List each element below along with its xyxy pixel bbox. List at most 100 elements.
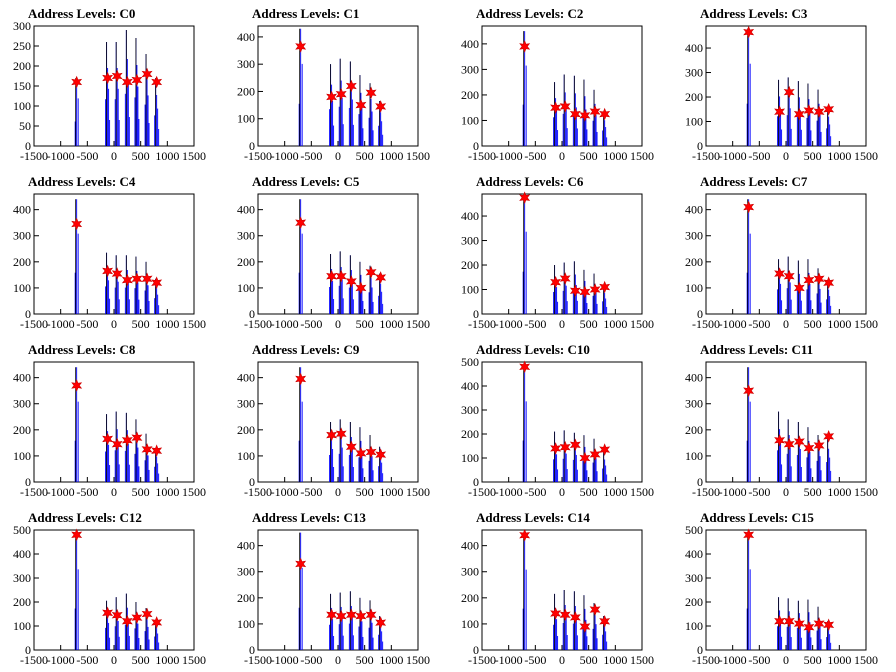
fit-marker (579, 620, 591, 633)
fit-marker (71, 75, 83, 89)
fit-marker (131, 272, 143, 286)
y-tick-label: 0 (25, 139, 31, 153)
x-tick-label: -1500 (20, 149, 48, 163)
fit-marker (783, 437, 795, 451)
fit-marker (141, 272, 153, 286)
fit-marker (793, 281, 805, 295)
y-tick-label: 500 (461, 355, 479, 369)
fit-marker (102, 432, 114, 446)
plot-frame (33, 25, 195, 147)
x-tick-label: -1000 (271, 149, 299, 163)
y-tick-label: 0 (473, 139, 479, 153)
plot-frame (705, 529, 867, 651)
x-tick-label: 1500 (406, 317, 430, 331)
x-tick-label: 0 (111, 149, 117, 163)
x-tick-label: -1000 (719, 653, 747, 667)
subplot-c7: Address Levels: C7 0 100 200 300 400 -1500-100… (685, 174, 878, 331)
fit-marker (335, 269, 347, 283)
fit-marker (803, 620, 815, 634)
y-tick-label: 400 (685, 203, 703, 217)
y-tick-label: 100 (461, 617, 479, 631)
fit-marker (813, 617, 825, 630)
y-tick-label: 200 (461, 591, 479, 605)
y-tick-label: 400 (685, 547, 703, 561)
fit-marker (326, 90, 338, 104)
fit-marker (121, 433, 133, 447)
x-tick-label: 500 (580, 317, 598, 331)
x-tick-label: 500 (580, 149, 598, 163)
x-tick-label: 1500 (854, 317, 878, 331)
fit-marker (783, 269, 795, 283)
fit-marker (519, 40, 531, 53)
x-tick-label: 0 (335, 653, 341, 667)
fit-marker (823, 618, 835, 632)
subplot-title: Address Levels: C2 (476, 6, 583, 21)
x-tick-label: 1500 (182, 653, 206, 667)
fit-marker (783, 85, 795, 99)
subplot-title: Address Levels: C9 (252, 342, 360, 357)
x-tick-label: 0 (111, 653, 117, 667)
x-tick-label: -1500 (244, 485, 272, 499)
y-tick-label: 200 (237, 423, 255, 437)
y-tick-label: 300 (461, 565, 479, 579)
x-tick-label: -500 (300, 485, 322, 499)
fit-marker (774, 433, 786, 447)
x-tick-label: 1000 (827, 653, 851, 667)
x-tick-label: -1500 (692, 485, 720, 499)
plot-frame (33, 193, 195, 315)
fit-marker (326, 269, 338, 283)
subplot-c11: Address Levels: C11 0 100 200 300 400 -1500-10… (685, 342, 878, 499)
subplot-c10: Address Levels: C10 0 100 200 300 400 500 -1500… (461, 342, 654, 499)
x-tick-label: -1000 (495, 485, 523, 499)
y-tick-label: 400 (461, 379, 479, 393)
y-tick-label: 0 (249, 643, 255, 657)
fit-marker (151, 75, 163, 89)
x-tick-label: 0 (559, 149, 565, 163)
y-tick-label: 200 (13, 595, 31, 609)
x-tick-label: 500 (804, 653, 822, 667)
fit-marker (569, 611, 581, 624)
x-tick-label: 500 (804, 149, 822, 163)
y-tick-label: 400 (13, 371, 31, 385)
fit-marker (151, 444, 163, 458)
x-tick-label: 0 (335, 317, 341, 331)
x-tick-label: 1500 (406, 485, 430, 499)
fit-marker (803, 441, 815, 455)
x-tick-label: 1500 (854, 485, 878, 499)
y-tick-label: 300 (685, 571, 703, 585)
fit-marker (589, 283, 601, 296)
fit-marker (111, 69, 123, 83)
y-tick-label: 0 (249, 475, 255, 489)
fit-marker (599, 443, 611, 456)
x-tick-label: 1000 (603, 485, 627, 499)
fit-marker (550, 607, 562, 620)
x-tick-label: 1500 (406, 149, 430, 163)
y-tick-label: 100 (13, 99, 31, 113)
y-tick-label: 400 (685, 41, 703, 55)
x-tick-label: -1000 (47, 149, 75, 163)
fit-marker (813, 272, 825, 286)
fit-marker (151, 276, 163, 290)
x-tick-label: -1000 (47, 317, 75, 331)
fit-marker (519, 360, 531, 374)
x-tick-label: -1500 (244, 149, 272, 163)
fit-marker (295, 40, 307, 53)
x-tick-label: -1500 (692, 317, 720, 331)
y-tick-label: 0 (697, 475, 703, 489)
subplot-c3: Address Levels: C3 0 100 200 300 400 -1500-100… (685, 6, 878, 163)
x-tick-label: -500 (524, 149, 546, 163)
y-tick-label: 100 (461, 283, 479, 297)
y-tick-label: 100 (13, 281, 31, 295)
subplot-title: Address Levels: C10 (476, 342, 590, 357)
plot-frame (705, 361, 867, 483)
subplot-c6: Address Levels: C6 0 100 200 300 400 -1500-100… (461, 174, 654, 331)
fit-marker (774, 105, 786, 119)
subplot-title: Address Levels: C12 (28, 510, 142, 525)
subplot-c2: Address Levels: C2 0 100 200 300 400 -1500-100… (461, 6, 654, 163)
x-tick-label: 500 (804, 485, 822, 499)
fit-marker (345, 440, 357, 454)
fit-marker (151, 616, 163, 629)
subplot-c8: Address Levels: C8 0 100 200 300 400 -1500-100… (13, 342, 206, 499)
x-tick-label: -500 (748, 149, 770, 163)
y-tick-label: 300 (237, 229, 255, 243)
